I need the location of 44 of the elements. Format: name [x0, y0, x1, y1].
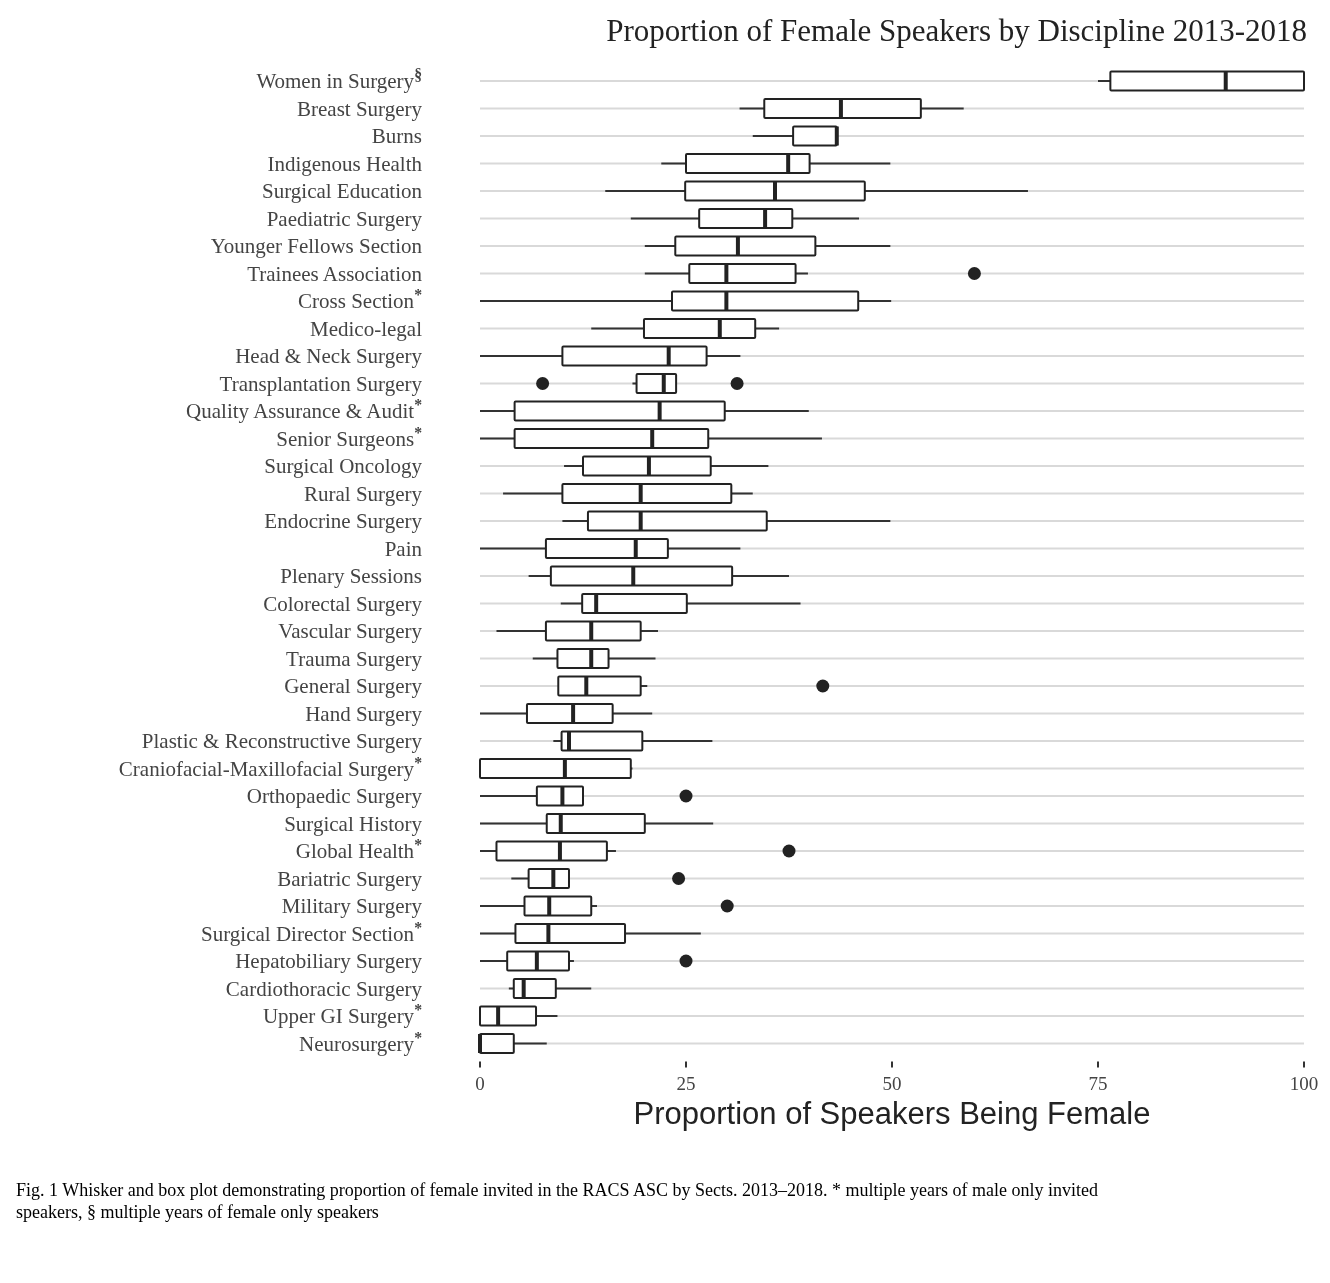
- y-tick-label: Cardiothoracic Surgery: [225, 976, 423, 1001]
- y-tick-label: Hepatobiliary Surgery: [235, 949, 423, 973]
- y-tick-label: Hand Surgery: [305, 701, 423, 726]
- y-tick-label: Indigenous Health: [267, 151, 423, 176]
- chart-title: Proportion of Female Speakers by Discipline 2013-2018: [606, 13, 1307, 48]
- y-tick-label: Surgical History: [284, 811, 423, 836]
- y-tick-label: Global Health$^{*}$: [295, 835, 423, 863]
- y-tick-label: Paediatric Surgery: [266, 206, 423, 231]
- y-tick-label: Orthopaedic Surgery: [246, 784, 423, 808]
- y-tick-label: Rural Surgery: [303, 481, 423, 506]
- x-tick-label: 0: [475, 1072, 485, 1094]
- y-tick-label: Neurosurgery$^{*}$: [299, 1028, 423, 1056]
- y-tick-label: Pain: [384, 536, 423, 561]
- x-axis-title: Proportion of Speakers Being Female: [633, 1095, 1151, 1131]
- x-tick-label: 50: [882, 1072, 902, 1094]
- y-tick-label: Head & Neck Surgery: [235, 344, 423, 368]
- y-tick-label: Colorectal Surgery: [263, 591, 423, 616]
- y-tick-label: Women in Surgery$^{§}$: [256, 65, 422, 93]
- y-tick-label: Surgical Director Section$^{*}$: [201, 918, 423, 946]
- y-tick-label: Military Surgery: [281, 894, 423, 918]
- y-tick-label: Upper GI Surgery$^{*}$: [262, 1000, 423, 1028]
- y-tick-label: Surgical Oncology: [264, 454, 423, 478]
- y-tick-label: Plastic & Reconstructive Surgery: [141, 729, 423, 753]
- y-tick-label: General Surgery: [284, 674, 423, 698]
- y-tick-label: Craniofacial-Maxillofacial Surgery$^{*}$: [118, 753, 423, 781]
- y-tick-label: Plenary Sessions: [280, 564, 422, 588]
- y-tick-label: Transplantation Surgery: [219, 371, 423, 396]
- y-tick-label: Senior Surgeons$^{*}$: [276, 423, 423, 451]
- y-tick-label: Quality Assurance & Audit$^{*}$: [186, 395, 423, 423]
- y-tick-label: Medico-legal: [310, 316, 423, 341]
- y-tick-label: Burns: [371, 124, 422, 148]
- y-tick-label: Breast Surgery: [296, 96, 423, 121]
- y-tick-label: Vascular Surgery: [278, 619, 423, 643]
- y-tick-label: Cross Section$^{*}$: [298, 285, 423, 313]
- caption: Fig. 1 Whisker and box plot demonstrating proportion of female invited in the RACS ASC by Sects. 2013–2018. * multiple years of male only invited speakers, § multiple years of female only speakers: [16, 1180, 1099, 1222]
- y-tick-label: Trauma Surgery: [286, 646, 423, 671]
- y-tick-label: Trainees Association: [247, 261, 423, 286]
- y-tick-label: Endocrine Surgery: [264, 509, 423, 533]
- y-tick-label: Surgical Education: [262, 179, 423, 203]
- x-tick-label: 25: [676, 1072, 696, 1094]
- y-tick-label: Younger Fellows Section: [210, 234, 423, 258]
- x-tick-label: 100: [1289, 1072, 1319, 1094]
- x-tick-label: 75: [1088, 1072, 1108, 1094]
- y-tick-label: Bariatric Surgery: [277, 866, 423, 891]
